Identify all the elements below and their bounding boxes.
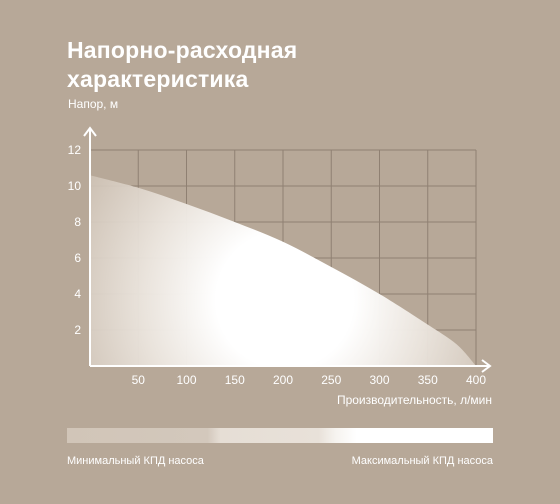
x-tick-label: 200 xyxy=(273,373,293,387)
x-axis-label: Производительность, л/мин xyxy=(337,393,492,407)
y-tick-label: 8 xyxy=(74,215,81,229)
efficiency-gradient-bar xyxy=(67,428,493,443)
y-axis-label: Напор, м xyxy=(68,97,118,111)
efficiency-area xyxy=(90,175,476,366)
x-tick-label: 350 xyxy=(418,373,438,387)
title-line-2: характеристика xyxy=(67,66,249,92)
title-line-1: Напорно-расходная xyxy=(67,37,298,63)
legend-min-label: Минимальный КПД насоса xyxy=(67,455,204,467)
x-tick-label: 100 xyxy=(176,373,196,387)
tick-labels: 50 100 150 200 250 300 350 400 2 4 6 8 10 12 xyxy=(68,143,487,387)
x-tick-label: 50 xyxy=(132,373,146,387)
legend-max-label: Максимальный КПД насоса xyxy=(351,455,493,467)
x-tick-label: 250 xyxy=(321,373,341,387)
x-tick-label: 150 xyxy=(225,373,245,387)
y-tick-label: 4 xyxy=(74,287,81,301)
y-tick-label: 12 xyxy=(68,143,82,157)
chart-title: Напорно-расходная характеристика xyxy=(67,36,467,94)
x-tick-label: 300 xyxy=(369,373,389,387)
y-tick-label: 10 xyxy=(68,179,82,193)
x-axis-arrow xyxy=(481,359,492,373)
y-tick-label: 2 xyxy=(74,323,81,337)
axes xyxy=(83,126,492,373)
y-tick-label: 6 xyxy=(74,251,81,265)
x-tick-label: 400 xyxy=(466,373,486,387)
y-axis-arrow xyxy=(83,126,97,137)
